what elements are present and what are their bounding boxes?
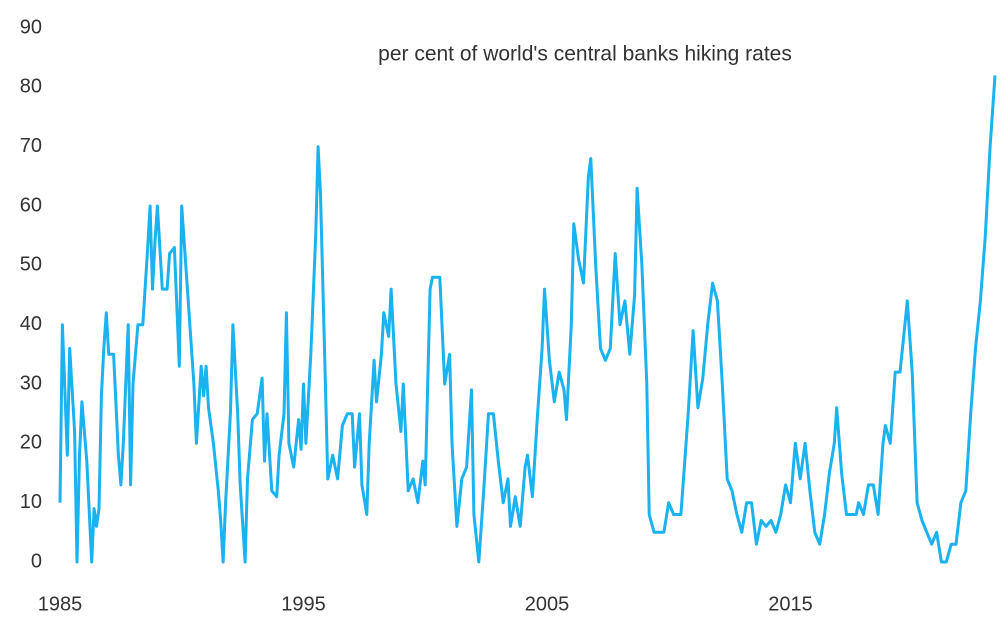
x-tick-label: 2015 <box>768 593 813 615</box>
y-tick-label: 10 <box>20 491 42 513</box>
data-line <box>58 75 997 564</box>
x-tick-label: 1995 <box>281 593 326 615</box>
y-tick-label: 0 <box>31 550 42 572</box>
x-tick-label: 1985 <box>38 593 83 615</box>
y-tick-label: 40 <box>20 313 42 335</box>
y-tick-label: 90 <box>20 16 42 38</box>
y-tick-label: 20 <box>20 432 42 454</box>
y-tick-label: 80 <box>20 76 42 98</box>
y-tick-label: 50 <box>20 254 42 276</box>
y-tick-label: 60 <box>20 194 42 216</box>
chart-title: per cent of world's central banks hiking… <box>378 43 792 66</box>
y-tick-label: 30 <box>20 372 42 394</box>
x-tick-label: 2005 <box>525 593 570 615</box>
y-tick-label: 70 <box>20 135 42 157</box>
